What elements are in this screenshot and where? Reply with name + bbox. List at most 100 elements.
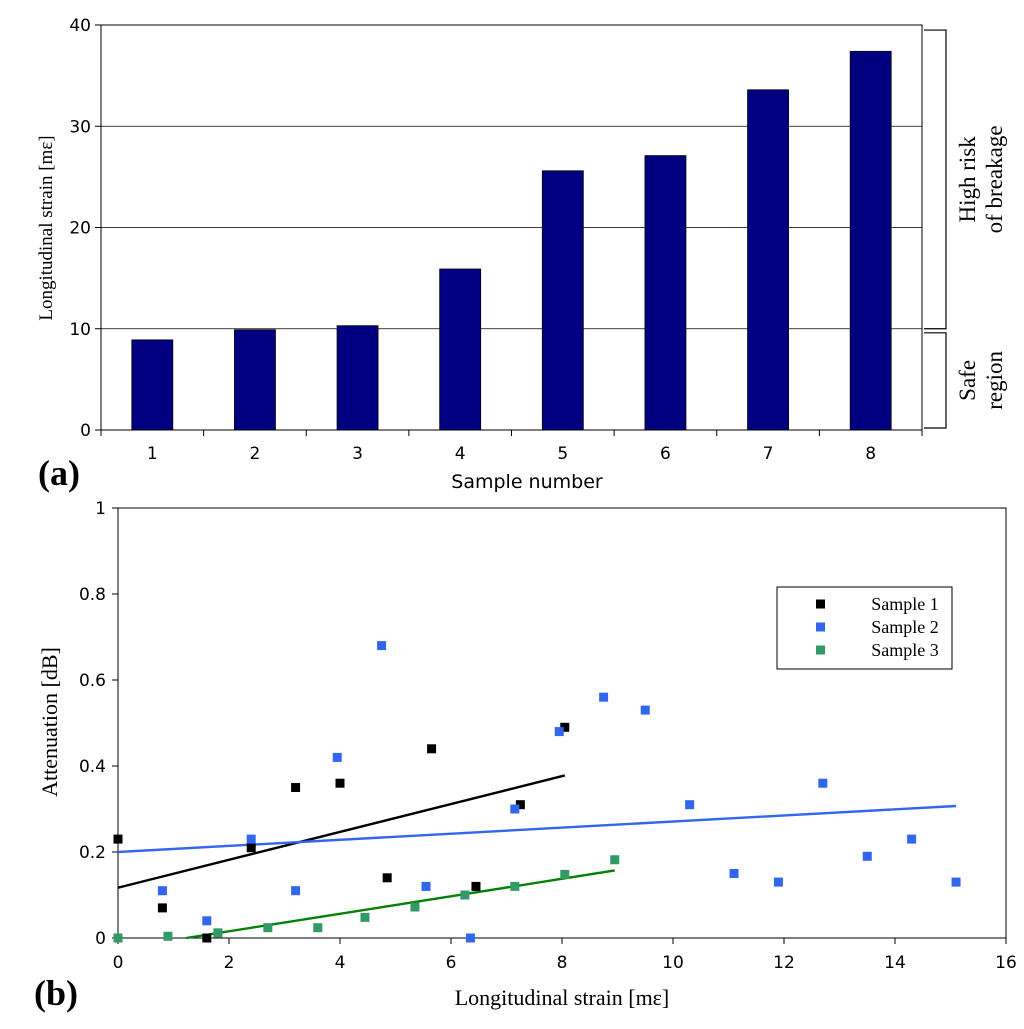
scatter-point: [510, 881, 520, 891]
legend-label: Sample 2: [871, 617, 939, 637]
panel-a-label: (a): [38, 453, 80, 493]
scatter-points: [113, 641, 961, 943]
bracket-label-line: region: [982, 351, 1007, 410]
scatter-point: [113, 933, 123, 943]
x-tick-label: 12: [773, 953, 795, 973]
y-tick-label: 0: [80, 421, 91, 441]
scatter-point: [202, 916, 212, 926]
scatter-point: [510, 804, 520, 814]
y-axis-label-a: Longitudinal strain [mε]: [36, 135, 57, 320]
scatter-point: [610, 855, 620, 865]
y-ticks-b: 0 0.2 0.4 0.6 0.8 1: [79, 499, 118, 949]
x-axis-label-b: Longitudinal strain [mε]: [455, 985, 670, 1010]
scatter-point: [862, 851, 872, 861]
scatter-point: [313, 923, 323, 933]
bracket-label-high-risk: High risk of breakage: [955, 125, 1007, 233]
x-tick-label: 6: [446, 953, 457, 973]
y-tick-label: 30: [69, 117, 91, 137]
legend-box: [776, 586, 953, 670]
scatter-point: [685, 800, 695, 810]
scatter-point: [213, 928, 223, 938]
y-tick-label: 0.8: [79, 585, 106, 605]
x-tick-label: 5: [557, 444, 568, 464]
x-tick-label: 16: [995, 953, 1017, 973]
y-tick-label: 40: [69, 16, 91, 36]
scatter-point: [332, 752, 342, 762]
scatter-point: [599, 692, 609, 702]
scatter-point: [471, 881, 481, 891]
x-tick-label: 8: [865, 444, 876, 464]
scatter-point: [263, 923, 273, 933]
panel-b-label: (b): [34, 973, 78, 1013]
bracket-label-safe: Safe region: [955, 351, 1007, 410]
scatter-point: [818, 778, 828, 788]
bracket-high-risk: [924, 29, 947, 330]
bar: [849, 50, 892, 431]
y-tick-label: 1: [95, 499, 106, 519]
scatter-point: [515, 800, 525, 810]
x-tick-label: 2: [224, 953, 235, 973]
scatter-point: [460, 890, 470, 900]
legend: Sample 1 Sample 2 Sample 3: [776, 586, 953, 670]
bracket-safe: [924, 332, 947, 429]
x-tick-label: 0: [113, 953, 124, 973]
trend-line: [117, 804, 957, 854]
scatter-point: [907, 834, 917, 844]
y-tick-label: 0.4: [79, 757, 106, 777]
x-tick-label: 2: [250, 444, 261, 464]
scatter-point: [773, 877, 783, 887]
x-ticks-a: 1 2 3 4 5 6 7 8: [100, 430, 923, 464]
x-tick-label: 4: [335, 953, 346, 973]
panel-a-bar-chart: 0 10 20 30 40 1 2 3 4 5 6 7 8 Sample number Longitu…: [36, 16, 1007, 493]
x-tick-label: 10: [662, 953, 684, 973]
bracket-label-line: Safe: [955, 360, 980, 401]
scatter-point: [951, 877, 961, 887]
scatter-point: [382, 873, 392, 883]
bracket-label-line: of breakage: [982, 125, 1007, 233]
legend-marker: [816, 622, 825, 632]
scatter-point: [157, 903, 167, 913]
scatter-point: [291, 886, 301, 896]
x-tick-label: 14: [884, 953, 906, 973]
scatter-point: [335, 778, 345, 788]
trend-lines: [117, 774, 957, 940]
panel-b-scatter-chart: 0 0.2 0.4 0.6 0.8 1 0 2 4 6 8 10 12 14 16 Longitudina…: [34, 499, 1017, 1013]
bar: [439, 268, 482, 431]
y-tick-label: 0.2: [79, 843, 106, 863]
x-axis-label-a: Sample number: [451, 471, 603, 493]
x-tick-label: 4: [455, 444, 466, 464]
bar: [131, 339, 174, 431]
scatter-point: [421, 881, 431, 891]
bar: [336, 325, 379, 431]
legend-label: Sample 3: [871, 640, 939, 660]
scatter-point: [163, 931, 173, 941]
y-tick-label: 0.6: [79, 671, 106, 691]
legend-marker: [816, 599, 825, 609]
y-tick-label: 20: [69, 219, 91, 239]
brackets: High risk of breakage Safe region: [924, 29, 1007, 429]
scatter-point: [465, 933, 475, 943]
scatter-point: [246, 834, 256, 844]
scatter-point: [246, 843, 256, 853]
x-tick-label: 1: [147, 444, 158, 464]
scatter-point: [113, 834, 123, 844]
x-tick-label: 7: [763, 444, 774, 464]
bar: [541, 170, 584, 431]
x-tick-label: 8: [557, 953, 568, 973]
bars: [131, 50, 892, 431]
scatter-point: [729, 869, 739, 878]
x-tick-label: 6: [660, 444, 671, 464]
scatter-point: [560, 869, 570, 879]
scatter-point: [640, 705, 650, 715]
grid-a: [101, 125, 922, 330]
x-ticks-b: 0 2 4 6 8 10 12 14 16: [113, 938, 1017, 973]
y-tick-label: 10: [69, 320, 91, 340]
trend-line: [186, 869, 615, 940]
bracket-label-line: High risk: [955, 136, 980, 223]
x-tick-label: 3: [352, 444, 363, 464]
legend-label: Sample 1: [871, 594, 939, 614]
scatter-point: [157, 886, 167, 896]
bar: [644, 155, 687, 431]
scatter-point: [360, 912, 370, 922]
